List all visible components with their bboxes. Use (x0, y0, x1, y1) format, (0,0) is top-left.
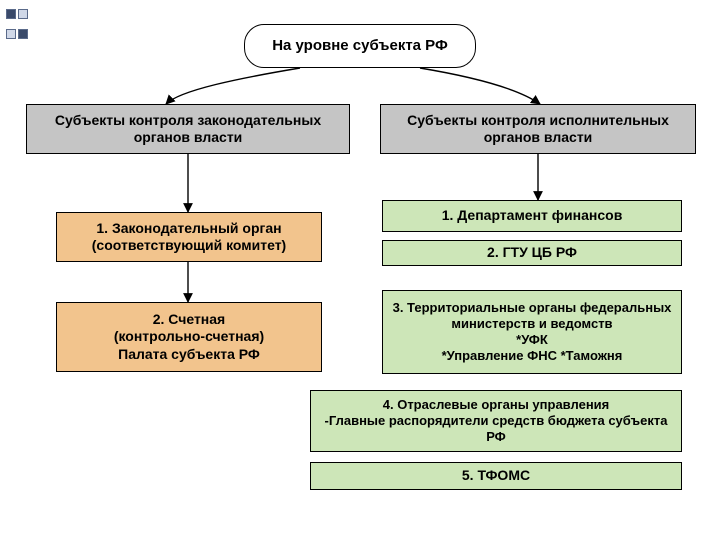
node-right_head: Субъекты контроля исполнительных органов… (380, 104, 696, 154)
node-r2: 2. ГТУ ЦБ РФ (382, 240, 682, 266)
node-l1: 1. Законодательный орган (соответствующи… (56, 212, 322, 262)
node-l1-label: 1. Законодательный орган (соответствующи… (63, 220, 315, 255)
node-r5: 5. ТФОМС (310, 462, 682, 490)
node-left_head-label: Субъекты контроля законодательных органо… (33, 112, 343, 147)
node-r2-label: 2. ГТУ ЦБ РФ (487, 244, 577, 262)
node-left_head: Субъекты контроля законодательных органо… (26, 104, 350, 154)
node-r4: 4. Отраслевые органы управления -Главные… (310, 390, 682, 452)
node-right_head-label: Субъекты контроля исполнительных органов… (387, 112, 689, 147)
node-l2: 2. Счетная (контрольно-счетная) Палата с… (56, 302, 322, 372)
title-text: На уровне субъекта РФ (272, 37, 448, 56)
node-l2-label: 2. Счетная (контрольно-счетная) Палата с… (114, 311, 264, 364)
diagram-stage: На уровне субъекта РФ Субъекты контроля з… (0, 0, 720, 540)
node-r4-label: 4. Отраслевые органы управления -Главные… (317, 397, 675, 446)
node-r3-label: 3. Территориальные органы федеральных ми… (389, 300, 675, 365)
node-r5-label: 5. ТФОМС (462, 467, 530, 485)
node-r3: 3. Территориальные органы федеральных ми… (382, 290, 682, 374)
node-r1: 1. Департамент финансов (382, 200, 682, 232)
title-box: На уровне субъекта РФ (244, 24, 476, 68)
node-r1-label: 1. Департамент финансов (442, 207, 623, 225)
